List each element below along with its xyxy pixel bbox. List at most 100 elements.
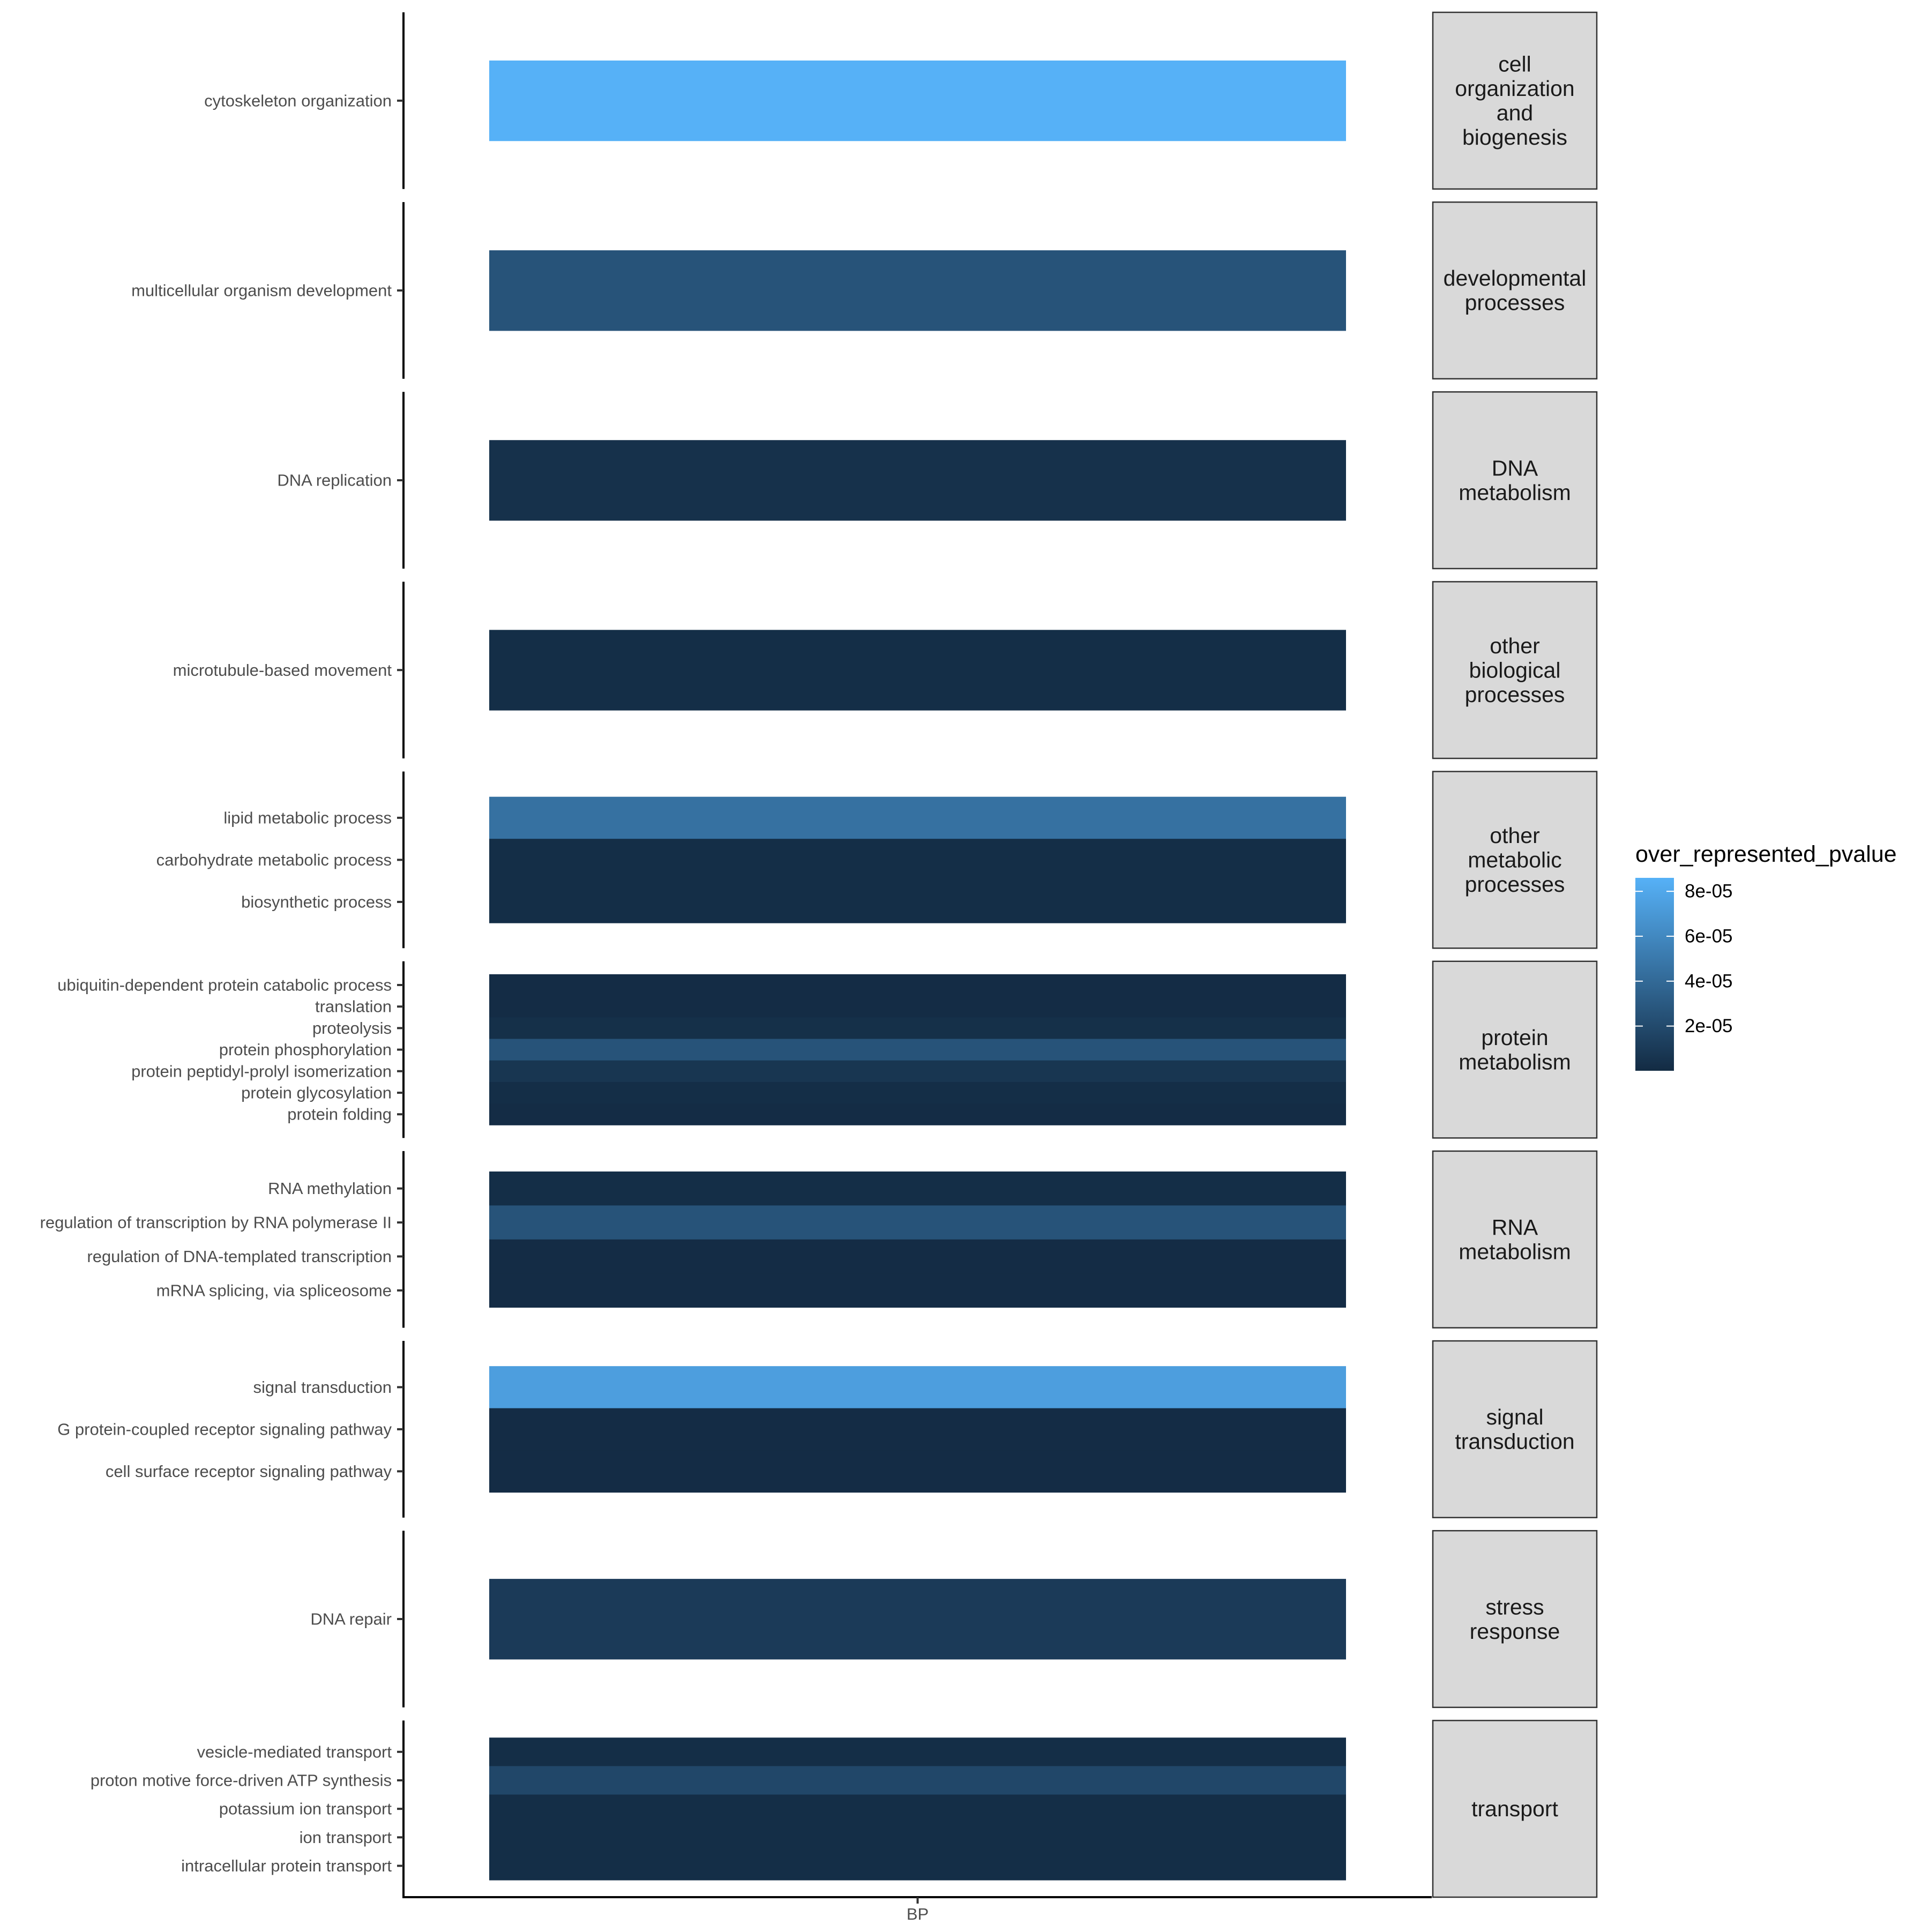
facet-strip-label: signal transduction — [1455, 1405, 1574, 1454]
facet-strip-line: transport — [1471, 1796, 1558, 1821]
y-tick-label: protein glycosylation — [241, 1083, 392, 1102]
heatmap-cell — [489, 974, 1346, 996]
y-tick-label: cytoskeleton organization — [204, 91, 392, 110]
facet-strip-line: and — [1497, 101, 1533, 125]
facet-strip-line: biological — [1469, 658, 1561, 682]
heatmap-cell — [489, 1103, 1346, 1125]
facet-strip-line: stress — [1485, 1594, 1544, 1619]
facet-strip-line: DNA — [1492, 456, 1538, 480]
facet-strip-label: other metabolic processes — [1465, 823, 1565, 897]
y-tick-label: cell surface receptor signaling pathway — [106, 1462, 392, 1481]
y-tick-label: DNA repair — [310, 1610, 392, 1629]
facet-strip-label: RNA metabolism — [1459, 1215, 1571, 1264]
legend-colorbar — [1635, 878, 1674, 1071]
heatmap-cell — [489, 1794, 1346, 1824]
facet-strip — [1432, 1530, 1598, 1709]
facet-strip-label: cell organization and biogenesis — [1455, 52, 1574, 150]
y-tick-label: multicellular organism development — [131, 281, 392, 300]
y-tick-label: ion transport — [300, 1828, 392, 1847]
y-tick-label: DNA replication — [277, 471, 392, 490]
y-tick-label: regulation of transcription by RNA polym… — [40, 1213, 392, 1232]
facet-strip-line: transduction — [1455, 1429, 1574, 1454]
legend-tick-label: 8e-05 — [1685, 881, 1733, 902]
heatmap-cell — [489, 1171, 1346, 1206]
facet-strip-line: processes — [1465, 290, 1565, 315]
facet-strip-line: RNA — [1492, 1215, 1538, 1240]
facet-strip-line: protein — [1481, 1025, 1548, 1050]
heatmap-cell — [489, 1060, 1346, 1083]
heatmap-cell — [489, 1450, 1346, 1493]
heatmap-cell — [489, 996, 1346, 1018]
y-tick-label: potassium ion transport — [219, 1800, 392, 1818]
facet-strip — [1432, 1150, 1598, 1329]
facet-strip — [1432, 960, 1598, 1139]
facet-strip — [1432, 1720, 1598, 1898]
facet-strip — [1432, 201, 1598, 380]
y-tick-label: ubiquitin-dependent protein catabolic pr… — [57, 975, 392, 994]
facet-strip-line: other — [1490, 823, 1539, 848]
y-tick-label: RNA methylation — [268, 1179, 392, 1198]
y-tick-label: regulation of DNA-templated transcriptio… — [87, 1247, 392, 1266]
y-tick-label: proton motive force-driven ATP synthesis — [91, 1771, 392, 1790]
facet-strip-label: protein metabolism — [1459, 1025, 1571, 1075]
facet-strip-line: other — [1490, 633, 1539, 658]
facet-strip — [1432, 771, 1598, 949]
facet-strip-line: organization — [1455, 76, 1574, 101]
legend-tick-label: 6e-05 — [1685, 926, 1733, 946]
heatmap-cell — [489, 839, 1346, 882]
y-tick-label: proteolysis — [312, 1019, 392, 1038]
facet-strip-label: stress response — [1470, 1594, 1560, 1644]
facet-strip-line: metabolic — [1468, 847, 1561, 872]
heatmap-cell — [489, 881, 1346, 923]
heatmap-cell — [489, 1205, 1346, 1240]
y-tick-label: mRNA splicing, via spliceosome — [156, 1281, 392, 1300]
heatmap-cell — [489, 1239, 1346, 1274]
y-tick-label: protein peptidyl-prolyl isomerization — [131, 1062, 392, 1080]
heatmap-cell — [489, 440, 1346, 521]
facet-strip — [1432, 1340, 1598, 1518]
x-tick-label: BP — [907, 1905, 929, 1923]
y-tick-label: G protein-coupled receptor signaling pat… — [57, 1420, 392, 1438]
heatmap-cell — [489, 250, 1346, 331]
y-tick-label: biosynthetic process — [241, 892, 392, 911]
y-tick-label: vesicle-mediated transport — [197, 1742, 392, 1761]
facet-strip-line: processes — [1465, 872, 1565, 897]
facet-strip-label: other biological processes — [1465, 633, 1565, 707]
facet-strip-line: processes — [1465, 682, 1565, 707]
facet-strip — [1432, 581, 1598, 759]
y-tick-label: carbohydrate metabolic process — [156, 851, 392, 869]
heatmap-cell — [489, 796, 1346, 839]
y-tick-label: lipid metabolic process — [223, 808, 392, 827]
heatmap-cell — [489, 630, 1346, 711]
heatmap-cell — [489, 1081, 1346, 1104]
facet-strip-line: metabolism — [1459, 480, 1571, 505]
heatmap-cell — [489, 1017, 1346, 1039]
facet-strip-line: metabolism — [1459, 1239, 1571, 1264]
heatmap-cell — [489, 1823, 1346, 1852]
heatmap-cell — [489, 1851, 1346, 1881]
facet-strip-line: signal — [1486, 1405, 1543, 1429]
legend-tick-label: 2e-05 — [1685, 1016, 1733, 1036]
facet-strip — [1432, 391, 1598, 570]
facet-strip-label: DNA metabolism — [1459, 456, 1571, 505]
heatmap-cell — [489, 1273, 1346, 1308]
facet-strip-line: developmental — [1444, 266, 1587, 290]
heatmap-cell — [489, 1737, 1346, 1766]
y-tick-label: microtubule-based movement — [173, 661, 392, 680]
heatmap-cell — [489, 1766, 1346, 1795]
y-tick-label: protein folding — [287, 1105, 392, 1124]
facet-strip — [1432, 11, 1598, 190]
heatmap-cell — [489, 1408, 1346, 1451]
facet-strip-line: cell — [1498, 52, 1531, 77]
y-tick-label: signal transduction — [253, 1378, 392, 1397]
heatmap-cell — [489, 60, 1346, 141]
heatmap-cell — [489, 1579, 1346, 1660]
facet-strip-label: transport — [1471, 1796, 1558, 1821]
heatmap-cell — [489, 1039, 1346, 1061]
y-tick-label: translation — [315, 997, 392, 1016]
facet-strip-label: developmental processes — [1444, 266, 1587, 315]
y-tick-label: intracellular protein transport — [181, 1856, 392, 1875]
legend-tick-label: 4e-05 — [1685, 971, 1733, 991]
